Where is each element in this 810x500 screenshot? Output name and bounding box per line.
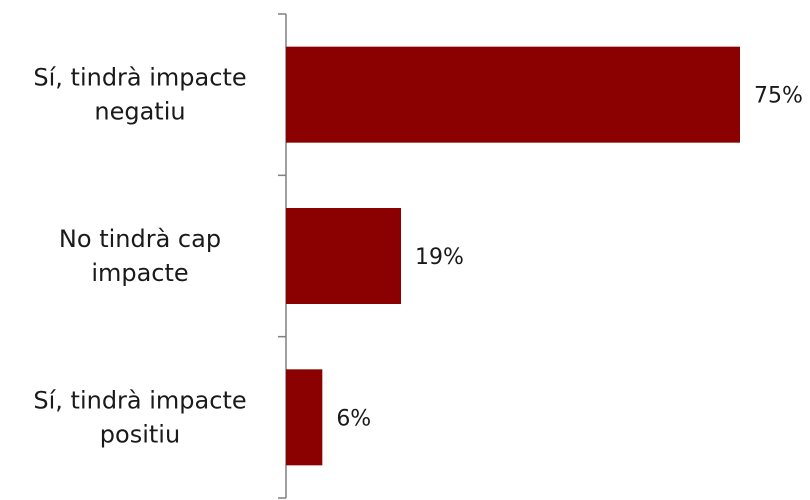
value-label-no-tindra-cap-impacte: 19% [415,245,464,270]
value-label-si-tindra-impacte-negatiu: 75% [754,84,803,109]
axis-layer [278,13,287,499]
category-label-line: Sí, tindrà impacte [33,64,246,92]
category-label-line: negatiu [94,98,185,126]
category-label-line: No tindrà cap [59,225,221,253]
category-label-line: positiu [100,420,180,448]
category-label-no-tindra-cap-impacte: No tindrà cap impacte [59,225,221,287]
category-label-si-tindra-impacte-positiu: Sí, tindrà impacte positiu [33,386,246,448]
bar-si-tindra-impacte-positiu [286,369,323,466]
category-label-si-tindra-impacte-negatiu: Sí, tindrà impacte negatiu [33,64,246,126]
value-label-si-tindra-impacte-positiu: 6% [336,406,371,431]
category-label-line: Sí, tindrà impacte [33,386,246,414]
labels-layer: Sí, tindrà impacte negatiu 75% No tindrà ca… [33,64,803,449]
category-label-line: impacte [91,259,188,287]
bar-si-tindra-impacte-negatiu [286,46,740,143]
bar-no-tindra-cap-impacte [286,208,402,304]
bars-layer [286,46,740,466]
